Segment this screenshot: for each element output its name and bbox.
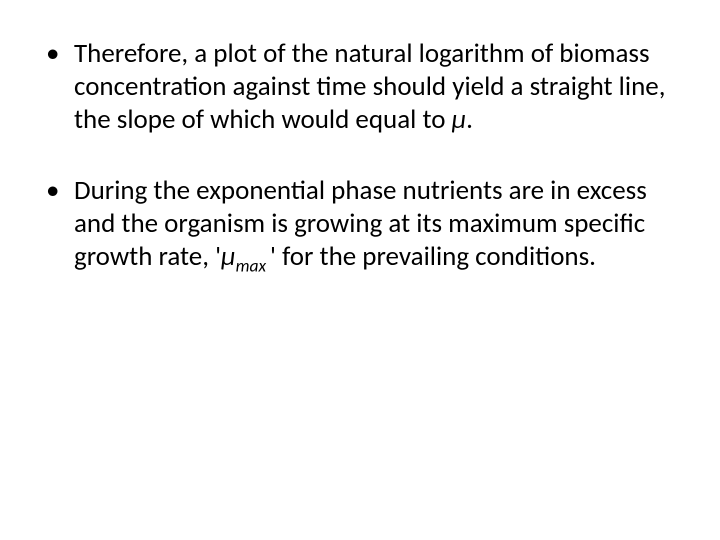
mu-symbol: μ [452, 103, 467, 136]
bullet-item-1: Therefore, a plot of the natural logarit… [40, 38, 666, 137]
slide: Therefore, a plot of the natural logarit… [0, 0, 720, 540]
mu-max-subscript: max [236, 254, 270, 276]
bullet-list: Therefore, a plot of the natural logarit… [40, 38, 666, 274]
bullet-1-text-post: . [466, 103, 473, 136]
bullet-2-text-post: ' for the prevailing conditions. [270, 240, 596, 273]
bullet-1-text-pre: Therefore, a plot of the natural logarit… [74, 37, 665, 136]
mu-symbol: μ [221, 240, 236, 273]
bullet-item-2: During the exponential phase nutrients a… [40, 175, 666, 274]
